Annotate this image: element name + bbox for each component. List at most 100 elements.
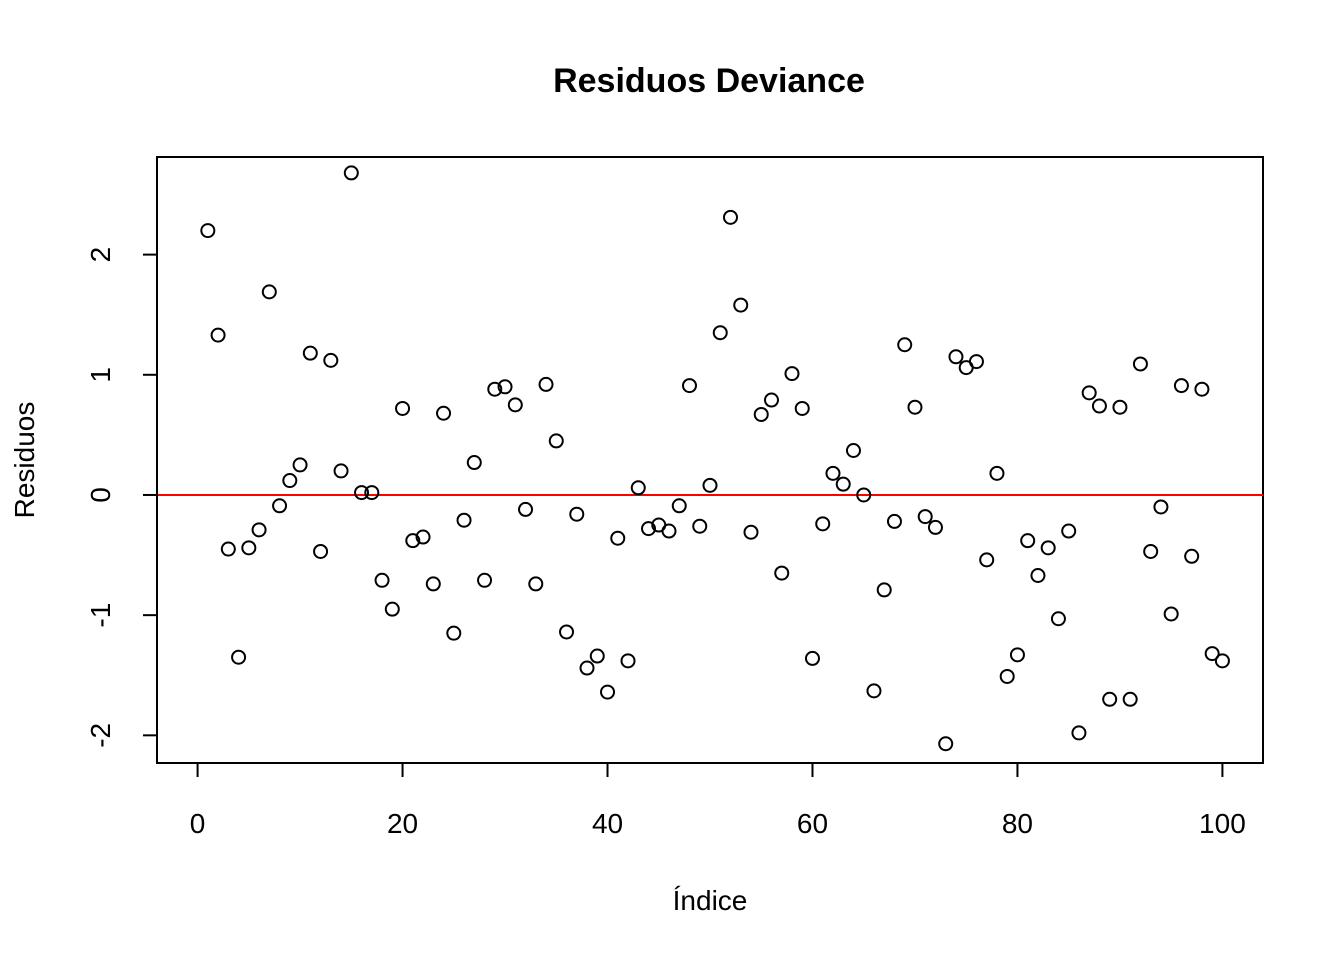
data-point <box>948 349 964 365</box>
data-point <box>712 325 728 341</box>
x-tick-label: 60 <box>797 808 828 839</box>
data-point <box>917 509 933 525</box>
data-point <box>1020 533 1036 549</box>
data-point <box>722 209 738 225</box>
data-point <box>1184 548 1200 564</box>
data-point <box>313 543 329 559</box>
data-point <box>1091 398 1107 414</box>
data-point <box>600 684 616 700</box>
data-point <box>1194 381 1210 397</box>
data-point <box>446 625 462 641</box>
data-point <box>272 498 288 514</box>
data-point <box>1061 523 1077 539</box>
data-point <box>774 565 790 581</box>
data-point <box>682 378 698 394</box>
data-point <box>856 487 872 503</box>
data-point <box>507 397 523 413</box>
data-point <box>343 165 359 181</box>
data-point <box>804 650 820 666</box>
data-point <box>1163 606 1179 622</box>
data-point <box>333 463 349 479</box>
data-point <box>733 297 749 313</box>
data-point <box>1081 385 1097 401</box>
data-point <box>999 668 1015 684</box>
data-point <box>610 530 626 546</box>
data-point <box>989 465 1005 481</box>
data-point <box>620 653 636 669</box>
data-point <box>630 480 646 496</box>
data-point <box>220 541 236 557</box>
data-point <box>1122 691 1138 707</box>
data-point <box>292 457 308 473</box>
y-tick-label: -1 <box>85 603 116 628</box>
data-point <box>979 552 995 568</box>
data-point <box>845 443 861 459</box>
data-point <box>1009 647 1025 663</box>
data-point <box>1204 646 1220 662</box>
data-point <box>302 345 318 361</box>
data-point <box>815 516 831 532</box>
data-point <box>1040 540 1056 556</box>
data-point <box>1112 399 1128 415</box>
data-point <box>1153 499 1169 515</box>
data-point <box>374 572 390 588</box>
data-point <box>518 501 534 517</box>
data-point <box>354 485 370 501</box>
data-point <box>569 506 585 522</box>
data-point <box>456 512 472 528</box>
data-point <box>1214 653 1230 669</box>
plot-frame <box>156 156 1264 764</box>
data-point <box>282 473 298 489</box>
data-point <box>487 381 503 397</box>
data-point <box>702 477 718 493</box>
data-point <box>661 523 677 539</box>
data-point <box>579 660 595 676</box>
data-point <box>477 572 493 588</box>
data-point <box>876 582 892 598</box>
data-point <box>835 476 851 492</box>
data-point <box>548 433 564 449</box>
data-point <box>886 513 902 529</box>
y-tick-label: -2 <box>85 723 116 748</box>
data-point <box>927 519 943 535</box>
data-point <box>528 576 544 592</box>
data-point <box>825 465 841 481</box>
data-point <box>210 327 226 343</box>
data-point <box>538 376 554 392</box>
x-axis: 0 20 40 60 80 100 <box>190 762 1246 839</box>
data-point <box>1102 691 1118 707</box>
data-point <box>323 352 339 368</box>
y-axis-label: Residuos <box>9 402 40 519</box>
x-tick-label: 80 <box>1002 808 1033 839</box>
data-point <box>1173 378 1189 394</box>
x-tick-label: 0 <box>190 808 206 839</box>
data-point <box>395 400 411 416</box>
y-axis: -2 -1 0 1 2 <box>85 247 158 748</box>
data-point <box>231 649 247 665</box>
data-point <box>589 648 605 664</box>
data-point <box>671 498 687 514</box>
data-point <box>364 485 380 501</box>
data-point <box>692 518 708 534</box>
data-point <box>559 624 575 640</box>
chart-title: Residuos Deviance <box>553 62 865 100</box>
data-point <box>1030 567 1046 583</box>
data-point <box>897 337 913 353</box>
data-point <box>466 455 482 471</box>
data-point <box>436 405 452 421</box>
data-point <box>384 601 400 617</box>
data-point <box>1143 543 1159 559</box>
data-point <box>784 366 800 382</box>
data-point <box>641 521 657 537</box>
x-tick-label: 20 <box>387 808 418 839</box>
data-point <box>866 683 882 699</box>
data-point <box>968 354 984 370</box>
data-point <box>405 533 421 549</box>
points-layer <box>200 165 1230 752</box>
data-point <box>241 540 257 556</box>
data-point <box>753 406 769 422</box>
x-axis-label: Índice <box>673 885 748 916</box>
x-tick-label: 40 <box>592 808 623 839</box>
y-tick-label: 2 <box>85 247 116 263</box>
